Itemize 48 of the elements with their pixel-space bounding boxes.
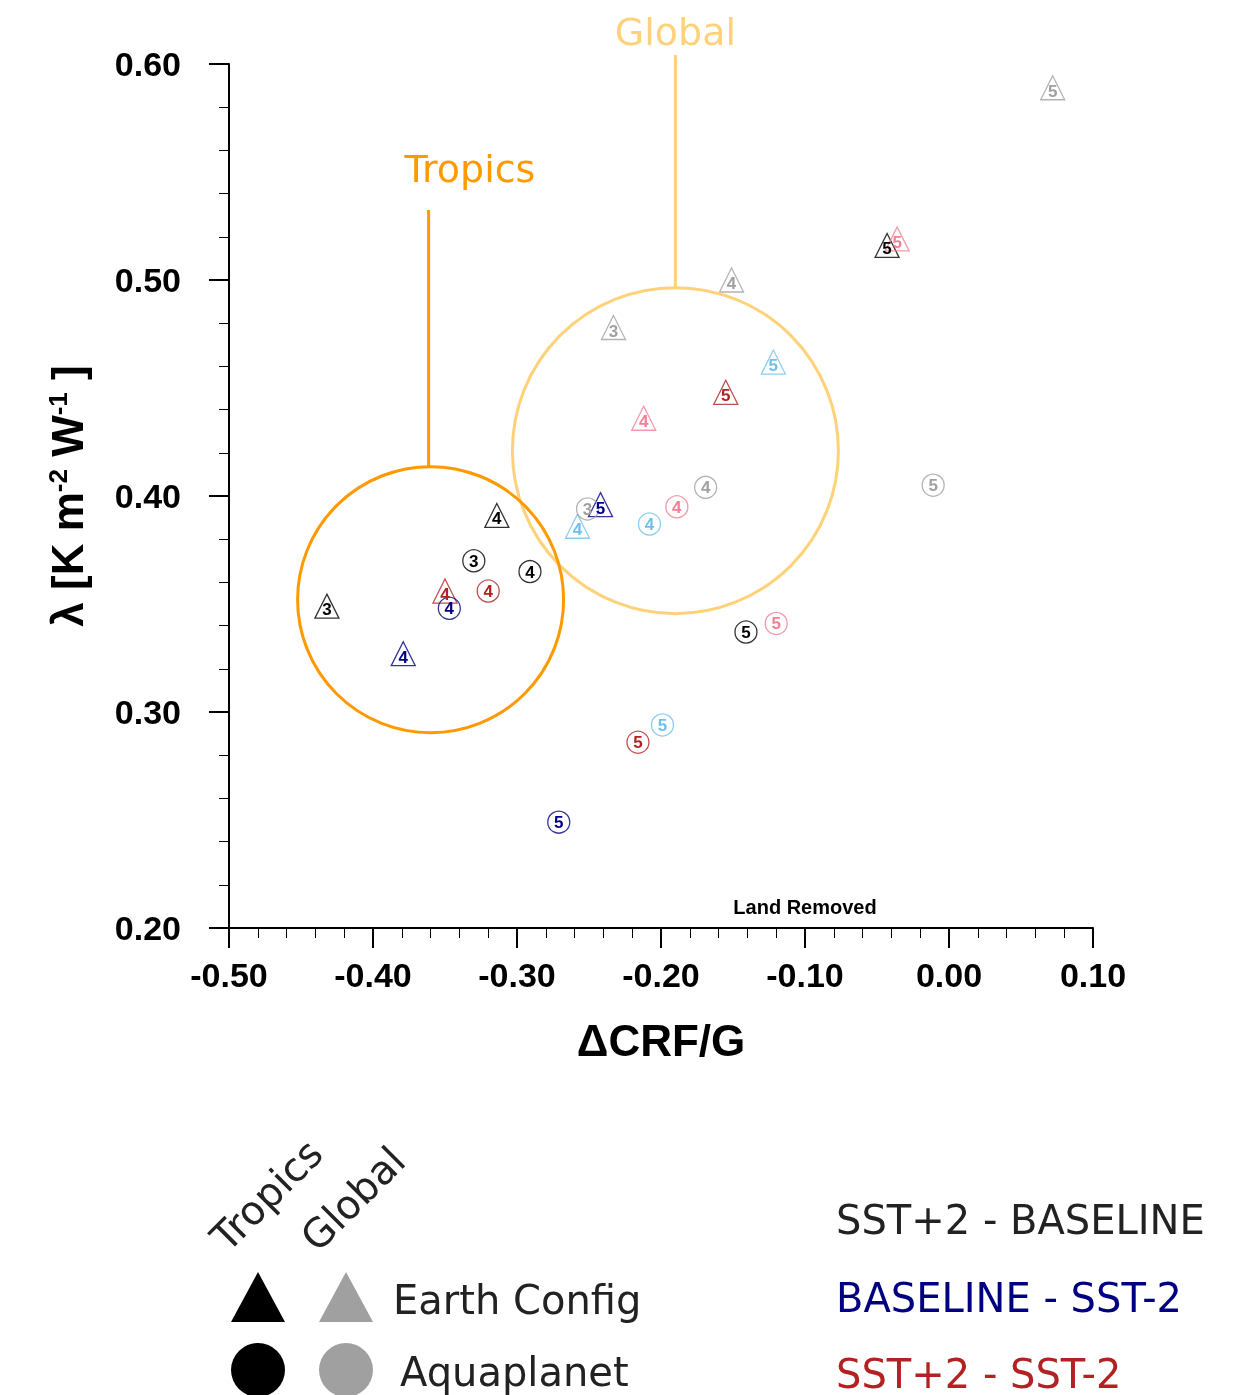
annotation: 4 [700,477,711,497]
x-tick-label: -0.50 [190,956,268,994]
x-axis-title: ΔCRF/G [576,1015,746,1065]
annotation: 5 [721,385,731,405]
annotation: 4 [638,411,649,431]
annotation: Land Removed [733,896,877,918]
annotation: 3 [469,551,479,571]
annotation: 3 [608,321,619,341]
text: BASELINE - SST-2 [836,1275,1183,1321]
annotation: 5 [741,622,751,642]
annotation: 5 [928,475,938,495]
annotation: 5 [595,498,606,518]
annotation: 5 [554,812,564,832]
annotation: 5 [771,613,781,633]
x-tick-label: -0.30 [478,956,556,994]
x-tick-label: 0.10 [1059,956,1127,994]
y-tick-label: 0.40 [114,477,181,515]
annotation: 3 [322,599,332,619]
x-tick-label: -0.40 [334,956,412,994]
annotation: 4 [492,508,502,528]
annotation: Tropics [404,147,536,191]
annotation: 4 [672,497,682,517]
annotation: 5 [1047,81,1058,101]
annotation: 4 [726,273,737,293]
text: Aquaplanet [400,1349,629,1395]
x-tick-label: -0.20 [622,956,700,994]
y-tick-label: 0.20 [114,909,181,947]
text: SST+2 - SST-2 [836,1351,1122,1395]
annotation: 5 [657,715,668,735]
annotation: 5 [633,732,643,752]
y-tick-label: 0.60 [114,45,181,83]
y-tick-label: 0.30 [114,693,181,731]
x-tick-label: 0.00 [915,956,983,994]
annotation: 4 [525,562,535,582]
text: Earth Config [393,1277,642,1323]
annotation: 4 [398,647,408,667]
y-tick-label: 0.50 [114,261,181,299]
text: SST+2 - BASELINE [836,1197,1205,1243]
x-tick-label: -0.10 [766,956,844,994]
text: Global [614,10,736,54]
annotation: 5 [892,232,902,252]
annotation: 5 [882,238,892,258]
annotation: 4 [483,581,493,601]
annotation: 5 [768,355,779,375]
annotation: 4 [572,519,583,539]
annotation: 3 [582,499,593,519]
y-axis-title: λ [K m-2 W-1 ] [42,365,92,627]
annotation: 4 [644,514,655,534]
